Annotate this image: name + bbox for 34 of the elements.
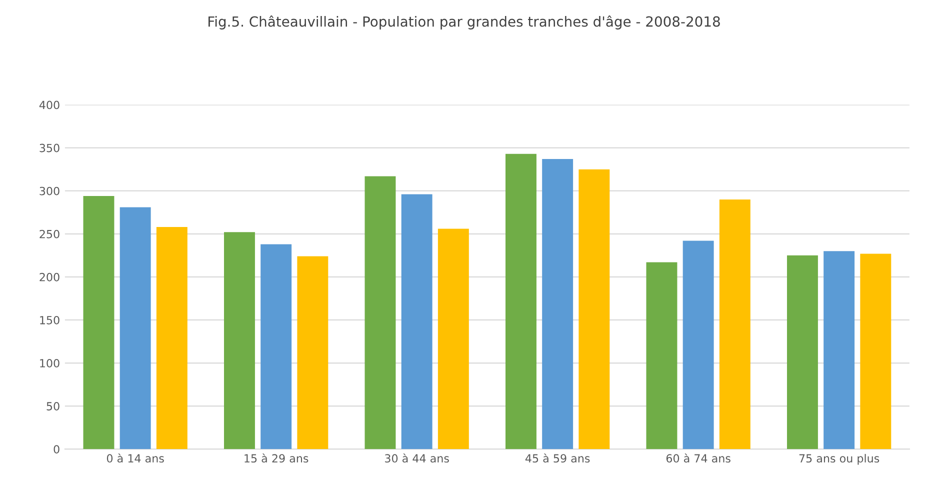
bar (297, 256, 328, 450)
bar (578, 169, 610, 450)
bar (786, 255, 818, 450)
chart-title: Fig.5. Châteauvillain - Population par grandes tranches d'âge - 2008-2018 (208, 15, 720, 30)
bar (224, 232, 255, 450)
x-tick-label: 0 à 14 ans (106, 454, 164, 463)
bar (682, 240, 714, 450)
x-tick-label: 45 à 59 ans (525, 454, 590, 463)
x-tick-label: 30 à 44 ans (385, 454, 449, 463)
y-tick-label: 200 (40, 272, 60, 282)
y-tick-label: 400 (39, 100, 60, 110)
x-tick-label: 60 à 74 ans (666, 454, 730, 463)
bar (364, 176, 396, 450)
y-tick-label: 50 (46, 402, 60, 410)
bar (83, 196, 114, 450)
bar (260, 244, 292, 450)
y-tick-label: 350 (40, 144, 60, 152)
y-tick-label: 150 (40, 316, 60, 324)
y-tick-label: 100 (40, 358, 60, 368)
bar (860, 254, 892, 450)
bar (719, 199, 750, 450)
x-tick-label: 15 à 29 ans (244, 454, 308, 463)
bar (505, 154, 536, 450)
bar (646, 262, 678, 450)
bar (542, 159, 574, 450)
bar (438, 228, 469, 450)
y-tick-label: 250 (40, 230, 60, 238)
bar (824, 251, 855, 450)
y-tick-label: 300 (40, 186, 60, 196)
y-tick-label: 0 (54, 445, 60, 454)
bar (156, 227, 188, 450)
x-tick-label: 75 ans ou plus (799, 454, 880, 465)
bar (120, 207, 151, 450)
bar (401, 194, 432, 450)
